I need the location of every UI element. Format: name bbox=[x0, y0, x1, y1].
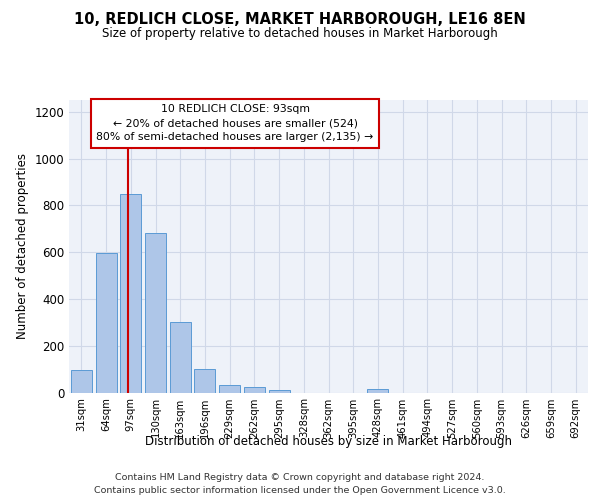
Text: Contains public sector information licensed under the Open Government Licence v3: Contains public sector information licen… bbox=[94, 486, 506, 495]
Text: Size of property relative to detached houses in Market Harborough: Size of property relative to detached ho… bbox=[102, 28, 498, 40]
Bar bbox=[170, 322, 191, 392]
Bar bbox=[219, 385, 240, 392]
Bar bbox=[367, 389, 388, 392]
Text: 10, REDLICH CLOSE, MARKET HARBOROUGH, LE16 8EN: 10, REDLICH CLOSE, MARKET HARBOROUGH, LE… bbox=[74, 12, 526, 28]
Bar bbox=[244, 388, 265, 392]
Bar bbox=[145, 234, 166, 392]
Text: Distribution of detached houses by size in Market Harborough: Distribution of detached houses by size … bbox=[145, 435, 512, 448]
Bar bbox=[120, 194, 141, 392]
Bar bbox=[71, 370, 92, 392]
Bar bbox=[269, 390, 290, 392]
Y-axis label: Number of detached properties: Number of detached properties bbox=[16, 153, 29, 340]
Text: Contains HM Land Registry data © Crown copyright and database right 2024.: Contains HM Land Registry data © Crown c… bbox=[115, 472, 485, 482]
Text: 10 REDLICH CLOSE: 93sqm
← 20% of detached houses are smaller (524)
80% of semi-d: 10 REDLICH CLOSE: 93sqm ← 20% of detache… bbox=[97, 104, 374, 142]
Bar bbox=[95, 254, 116, 392]
Bar bbox=[194, 369, 215, 392]
